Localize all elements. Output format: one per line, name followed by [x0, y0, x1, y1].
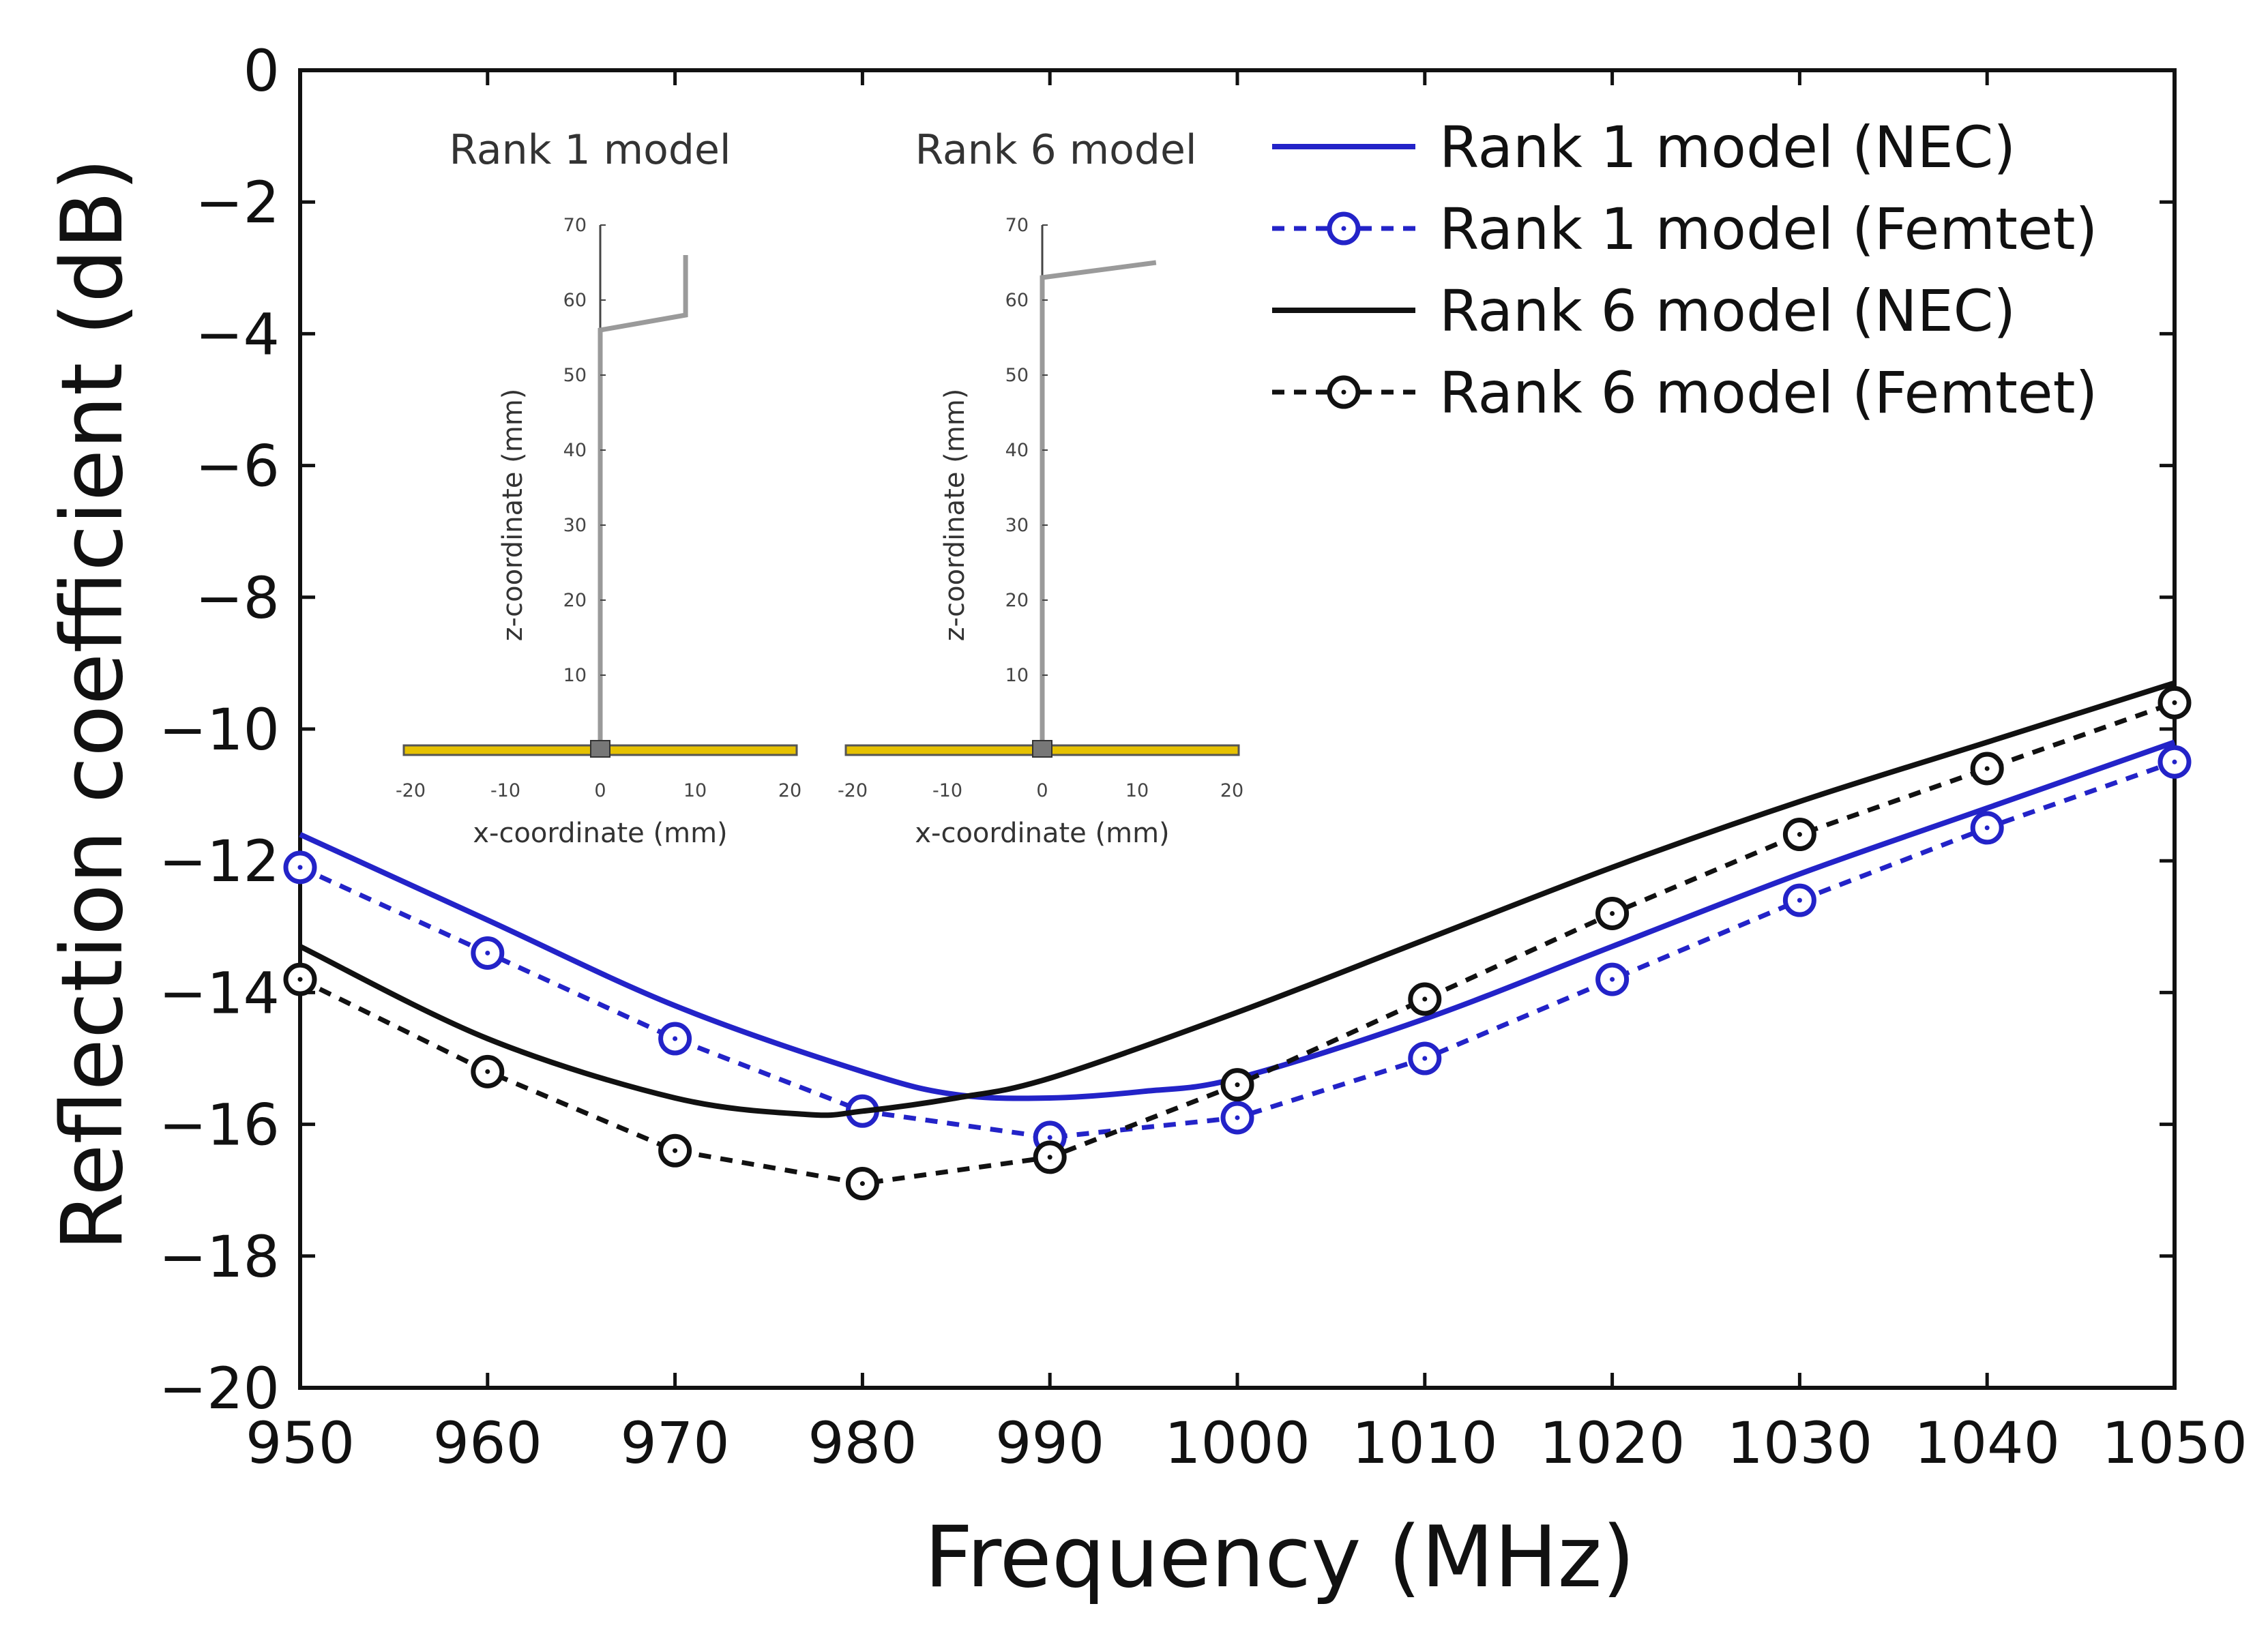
data-point-center [1984, 766, 1990, 771]
inset-x-tick-label: 10 [1125, 780, 1149, 801]
inset-z-axis-title: z-coordinate (mm) [939, 389, 971, 642]
y-tick-label: −14 [159, 960, 280, 1026]
x-tick-label: 990 [995, 1410, 1104, 1476]
data-point-center [859, 1181, 865, 1187]
x-tick-label: 1050 [2102, 1410, 2248, 1476]
inset-x-tick-label: 20 [1220, 780, 1243, 801]
x-tick-label: 1010 [1352, 1410, 1498, 1476]
x-tick-label: 1000 [1164, 1410, 1310, 1476]
antenna-wire [598, 255, 688, 750]
data-point-center [1422, 996, 1428, 1002]
y-tick-label: −18 [159, 1223, 280, 1290]
inset-z-tick-label: 30 [563, 515, 587, 536]
series-4 [283, 685, 2192, 1201]
inset-z-tick-label: 40 [1005, 440, 1029, 461]
x-tick-label: 1030 [1727, 1410, 1873, 1476]
inset-z-tick-label: 60 [1005, 290, 1029, 311]
data-point-center [673, 1036, 678, 1041]
data-point-center [485, 950, 490, 955]
inset-z-tick-label: 40 [563, 440, 587, 461]
data-point-center [1610, 910, 1615, 916]
data-point-center [2172, 700, 2177, 705]
y-tick-label: −16 [159, 1092, 280, 1159]
inset-2: Rank 6 model 10 20 30 40 50 60 70 -20 -10 0 10 20 x-c… [838, 126, 1243, 849]
inset-x-tick-label: -20 [838, 780, 868, 801]
inset-z-tick-label: 70 [1005, 215, 1029, 236]
inset-title: Rank 1 model [449, 126, 731, 174]
inset-z-tick-label: 50 [563, 365, 587, 386]
inset-x-tick-label: -10 [490, 780, 520, 801]
data-point-center [1797, 832, 1802, 837]
data-point-center [297, 977, 303, 982]
series-line [299, 680, 2176, 1118]
inset-x-tick-label: -10 [932, 780, 962, 801]
inset-x-axis-title: x-coordinate (mm) [915, 818, 1169, 849]
antenna-wire [1040, 260, 1157, 750]
data-point-center [1047, 1135, 1052, 1140]
inset-title: Rank 6 model [915, 126, 1196, 174]
y-tick-label: −4 [195, 301, 280, 368]
inset-z-tick-label: 10 [1005, 665, 1029, 686]
inset-z-tick-label: 70 [563, 215, 587, 236]
data-point-center [1610, 977, 1615, 982]
inset-x-tick-label: 0 [1036, 780, 1048, 801]
data-point-center [297, 865, 303, 870]
inset-z-tick-label: 20 [563, 590, 587, 611]
data-point-center [1984, 825, 1990, 831]
inset-z-tick-label: 60 [563, 290, 587, 311]
inset-z-tick-label: 50 [1005, 365, 1029, 386]
inset-z-axis-title: z-coordinate (mm) [497, 389, 529, 642]
y-tick-label: −20 [159, 1355, 280, 1422]
y-tick-label: −10 [159, 696, 280, 763]
x-tick-label: 1040 [1914, 1410, 2060, 1476]
inset-x-tick-label: 0 [594, 780, 606, 801]
inset-1: Rank 1 model 10 20 30 40 50 60 70 -20 -10 0 10 20 x-c… [396, 126, 801, 849]
legend-label: Rank 1 model (Femtet) [1439, 196, 2097, 263]
inset-x-tick-label: -20 [396, 780, 426, 801]
y-tick-label: −2 [195, 169, 280, 236]
legend-label: Rank 6 model (NEC) [1439, 278, 2016, 344]
series-2 [283, 745, 2192, 1155]
x-tick-label: 960 [433, 1410, 542, 1476]
x-axis-title: Frequency (MHz) [924, 1509, 1635, 1607]
data-point-center [1797, 897, 1802, 903]
legend-marker-center [1341, 389, 1346, 395]
data-point-center [673, 1148, 678, 1153]
data-point-center [1235, 1082, 1240, 1088]
inset-plots: Rank 1 model 10 20 30 40 50 60 70 -20 -10 0 10 20 x-c… [396, 126, 1243, 849]
inset-z-tick-label: 20 [1005, 590, 1029, 611]
x-tick-label: 970 [620, 1410, 729, 1476]
y-tick-label: −8 [195, 565, 280, 632]
main-plot-area: 950 960 970 980 990 1000 1010 1020 1030 1040 10500… [159, 38, 2248, 1476]
series-1 [299, 739, 2176, 1101]
legend: Rank 1 model (NEC) Rank 1 model (Femtet) R… [1272, 114, 2097, 426]
inset-x-axis-title: x-coordinate (mm) [473, 818, 727, 849]
y-tick-label: −12 [159, 828, 280, 895]
series-3 [299, 680, 2176, 1118]
series-line [299, 739, 2176, 1101]
data-point-center [1047, 1155, 1052, 1160]
legend-marker-center [1341, 226, 1346, 231]
x-tick-label: 1020 [1540, 1410, 1685, 1476]
feed-point [1032, 740, 1052, 758]
legend-label: Rank 6 model (Femtet) [1439, 359, 2097, 426]
y-tick-label: −6 [195, 433, 280, 500]
data-point-center [485, 1069, 490, 1074]
inset-x-tick-label: 10 [683, 780, 707, 801]
y-tick-label: 0 [244, 38, 280, 104]
data-point-center [1422, 1056, 1428, 1061]
inset-z-tick-label: 30 [1005, 515, 1029, 536]
x-tick-label: 950 [246, 1410, 355, 1476]
y-axis-title: Reflection coefficient (dB) [44, 158, 142, 1251]
x-tick-label: 980 [808, 1410, 917, 1476]
data-point-center [1235, 1115, 1240, 1120]
feed-point [590, 740, 610, 758]
inset-x-tick-label: 20 [778, 780, 801, 801]
data-point-center [2172, 759, 2177, 764]
legend-label: Rank 1 model (NEC) [1439, 114, 2016, 181]
inset-z-tick-label: 10 [563, 665, 587, 686]
